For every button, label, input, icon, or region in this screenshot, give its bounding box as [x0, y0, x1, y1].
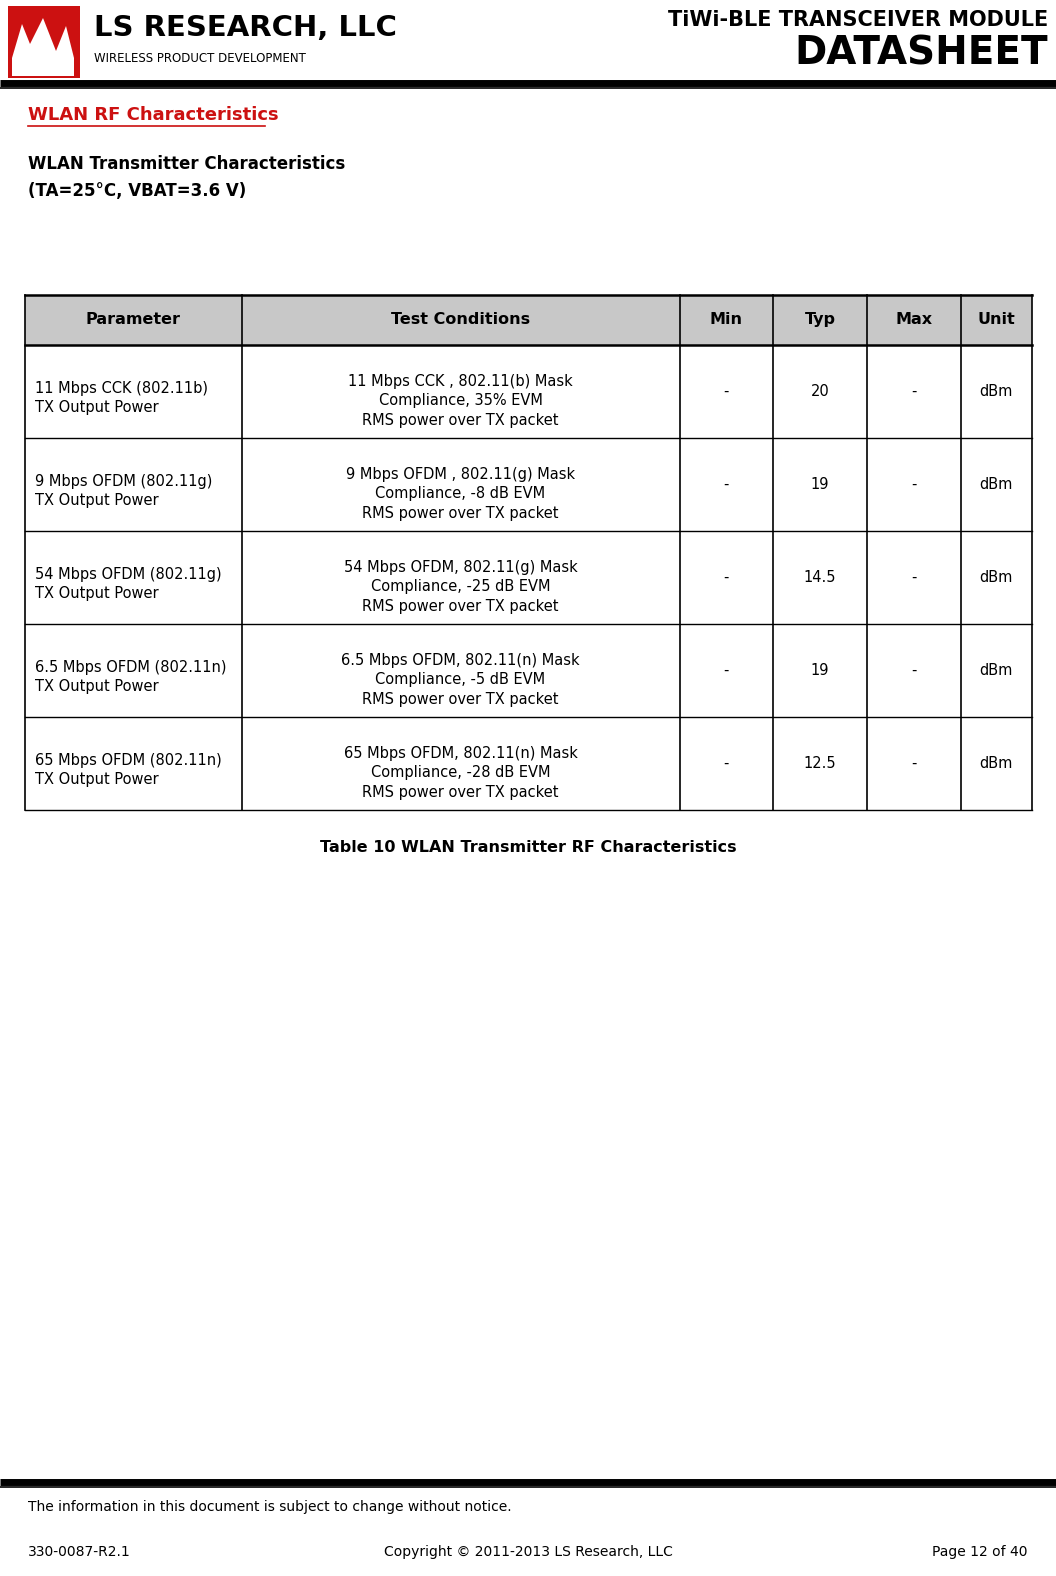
Text: Table 10 WLAN Transmitter RF Characteristics: Table 10 WLAN Transmitter RF Characteris…	[320, 840, 736, 856]
Text: dBm: dBm	[980, 756, 1013, 771]
Text: 9 Mbps OFDM , 802.11(g) Mask
Compliance, -8 dB EVM
RMS power over TX packet: 9 Mbps OFDM , 802.11(g) Mask Compliance,…	[346, 466, 576, 522]
Text: 11 Mbps CCK (802.11b)
TX Output Power: 11 Mbps CCK (802.11b) TX Output Power	[35, 380, 208, 416]
Text: WIRELESS PRODUCT DEVELOPMENT: WIRELESS PRODUCT DEVELOPMENT	[94, 52, 306, 65]
Text: -: -	[911, 571, 917, 585]
Text: LS RESEARCH, LLC: LS RESEARCH, LLC	[94, 14, 397, 43]
Bar	[25, 438, 1032, 531]
Text: -: -	[911, 385, 917, 399]
Text: 19: 19	[811, 478, 829, 492]
Text: Max: Max	[895, 312, 932, 326]
Text: -: -	[723, 756, 729, 771]
Text: TiWi-BLE TRANSCEIVER MODULE: TiWi-BLE TRANSCEIVER MODULE	[667, 9, 1048, 30]
Polygon shape	[12, 17, 74, 76]
Text: -: -	[723, 478, 729, 492]
Text: 11 Mbps CCK , 802.11(b) Mask
Compliance, 35% EVM
RMS power over TX packet: 11 Mbps CCK , 802.11(b) Mask Compliance,…	[348, 374, 573, 429]
Text: 20: 20	[811, 385, 829, 399]
Text: WLAN Transmitter Characteristics: WLAN Transmitter Characteristics	[29, 154, 345, 173]
Text: 6.5 Mbps OFDM (802.11n)
TX Output Power: 6.5 Mbps OFDM (802.11n) TX Output Power	[35, 659, 226, 695]
Text: Typ: Typ	[805, 312, 835, 326]
Text: 330-0087-R2.1: 330-0087-R2.1	[29, 1544, 131, 1559]
Text: 14.5: 14.5	[804, 571, 836, 585]
Text: -: -	[723, 663, 729, 678]
Bar	[0, 0, 1056, 84]
Text: Parameter: Parameter	[86, 312, 181, 326]
Bar	[25, 717, 1032, 810]
Text: 6.5 Mbps OFDM, 802.11(n) Mask
Compliance, -5 dB EVM
RMS power over TX packet: 6.5 Mbps OFDM, 802.11(n) Mask Compliance…	[341, 652, 580, 708]
Text: -: -	[723, 571, 729, 585]
Text: 65 Mbps OFDM, 802.11(n) Mask
Compliance, -28 dB EVM
RMS power over TX packet: 65 Mbps OFDM, 802.11(n) Mask Compliance,…	[343, 745, 578, 801]
Text: Unit: Unit	[978, 312, 1015, 326]
Text: The information in this document is subject to change without notice.: The information in this document is subj…	[29, 1500, 511, 1515]
Text: DATASHEET: DATASHEET	[794, 35, 1048, 72]
Text: -: -	[723, 385, 729, 399]
Text: -: -	[911, 663, 917, 678]
Bar	[25, 624, 1032, 717]
Bar	[8, 6, 80, 77]
Text: WLAN RF Characteristics: WLAN RF Characteristics	[29, 106, 279, 125]
Text: dBm: dBm	[980, 478, 1013, 492]
Text: 65 Mbps OFDM (802.11n)
TX Output Power: 65 Mbps OFDM (802.11n) TX Output Power	[35, 752, 222, 788]
Text: -: -	[911, 756, 917, 771]
Text: 12.5: 12.5	[804, 756, 836, 771]
Text: 19: 19	[811, 663, 829, 678]
Text: (TA=25°C, VBAT=3.6 V): (TA=25°C, VBAT=3.6 V)	[29, 181, 246, 200]
Text: Copyright © 2011-2013 LS Research, LLC: Copyright © 2011-2013 LS Research, LLC	[383, 1544, 673, 1559]
Text: -: -	[911, 478, 917, 492]
Text: 54 Mbps OFDM (802.11g)
TX Output Power: 54 Mbps OFDM (802.11g) TX Output Power	[35, 566, 222, 602]
Text: dBm: dBm	[980, 571, 1013, 585]
Text: dBm: dBm	[980, 663, 1013, 678]
Text: 54 Mbps OFDM, 802.11(g) Mask
Compliance, -25 dB EVM
RMS power over TX packet: 54 Mbps OFDM, 802.11(g) Mask Compliance,…	[343, 559, 578, 615]
Text: Test Conditions: Test Conditions	[391, 312, 530, 326]
Bar	[25, 531, 1032, 624]
Bar	[25, 295, 1032, 345]
Text: dBm: dBm	[980, 385, 1013, 399]
Bar	[25, 345, 1032, 438]
Text: Min: Min	[710, 312, 742, 326]
Text: Page 12 of 40: Page 12 of 40	[932, 1544, 1027, 1559]
Text: 9 Mbps OFDM (802.11g)
TX Output Power: 9 Mbps OFDM (802.11g) TX Output Power	[35, 473, 212, 509]
